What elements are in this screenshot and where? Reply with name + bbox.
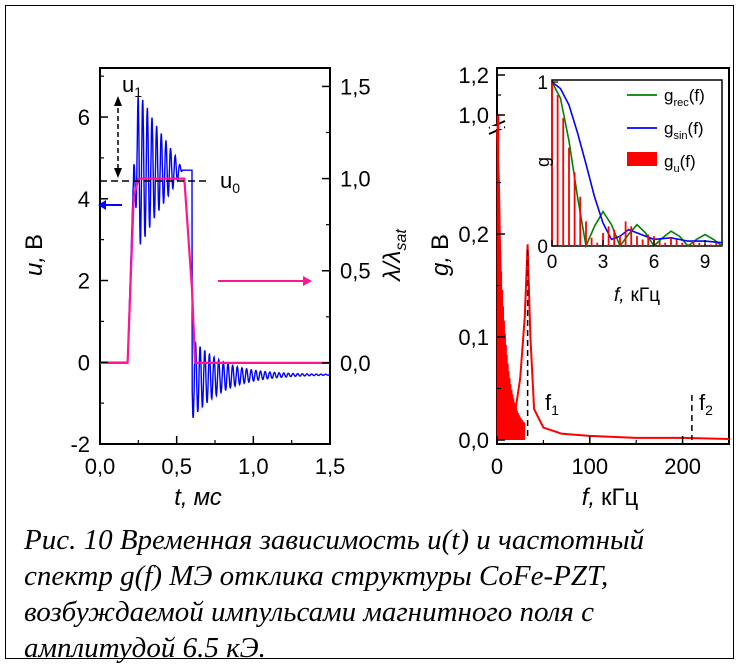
legend-label: grec(f): [664, 86, 705, 109]
left-ytick-label: 4: [78, 187, 90, 212]
left-xtick-label: 1,5: [315, 454, 346, 479]
left-ylabel: u,В: [21, 234, 48, 276]
left-ytick-label: 6: [78, 105, 90, 130]
inset-xtick-label: 9: [700, 252, 711, 273]
inset-xlabel: f, кГц: [614, 285, 660, 306]
right-ytick-label: 0,1: [458, 325, 489, 350]
f1-label: f1: [545, 390, 559, 418]
u1-arrow-up-icon: [114, 96, 122, 106]
series-u-line: [100, 96, 331, 419]
inset-legend: grec(f) gsin(f) gu(f): [627, 86, 705, 175]
spectrum-line: [496, 130, 730, 440]
left-ytick-label: 0: [78, 350, 90, 375]
figure-caption: Рис. 10 Временная зависимость u(t) и час…: [24, 524, 645, 664]
u1-label: u1: [122, 72, 142, 100]
right-ytick-label: 0,5: [340, 259, 371, 284]
inset-xtick-label: 0: [547, 252, 558, 273]
inset-xtick-label: 3: [598, 252, 609, 273]
inset-xtick-label: 6: [649, 252, 660, 273]
right-ytick-label: 1,2: [458, 63, 489, 88]
right-xtick-label: 100: [571, 454, 608, 479]
right-xlabel: f, кГц: [582, 484, 639, 511]
legend-label: gsin(f): [664, 119, 704, 142]
spectrum-spikes: [496, 168, 526, 441]
right-ylabel: λ/λsat: [379, 229, 410, 283]
right-ytick-label: 1,0: [458, 103, 489, 128]
time-response-chart: 0,0 0,5 1,0 1,5 -2 0 2 4 6 0,0 0,5 1,0 1,5 u1 u0 t, м…: [21, 67, 410, 511]
inset-ytick-label: 1: [537, 73, 548, 94]
right-ylabel-g: g,В: [427, 234, 454, 276]
right-xtick-label: 0: [491, 454, 503, 479]
inset-ylabel: g: [533, 157, 553, 167]
f2-label: f2: [699, 390, 713, 418]
left-xtick-label: 0,0: [85, 454, 116, 479]
right-ytick-label: 0,2: [458, 222, 489, 247]
left-xtick-label: 0,5: [161, 454, 192, 479]
left-ytick-label: -2: [70, 432, 90, 457]
u1-arrow-down-icon: [114, 168, 122, 178]
inset-chart: 0 3 6 9 0 1 g f, кГц grec(f) gsin(f) gu(f): [533, 73, 723, 306]
legend-swatch-bar: [627, 152, 657, 166]
legend-label: gu(f): [664, 152, 696, 175]
inset-ytick-label: 0: [537, 237, 548, 258]
right-ytick-label: 1,5: [340, 74, 371, 99]
inset-line-gsinf: [551, 81, 723, 244]
left-xtick-label: 1,0: [238, 454, 269, 479]
left-axis-arrow-icon: [98, 200, 106, 210]
left-xlabel: t, мс: [174, 484, 222, 511]
figure-frame: [5, 5, 734, 659]
right-ytick-label: 0,0: [340, 351, 371, 376]
right-axis-arrow-icon: [303, 276, 312, 286]
left-ytick-label: 2: [78, 269, 90, 294]
series-lambda-line: [100, 177, 330, 364]
right-ytick-label: 1,0: [340, 167, 371, 192]
u0-label: u0: [220, 168, 240, 196]
right-ytick-label: 0,0: [458, 428, 489, 453]
right-xtick-label: 200: [664, 454, 701, 479]
